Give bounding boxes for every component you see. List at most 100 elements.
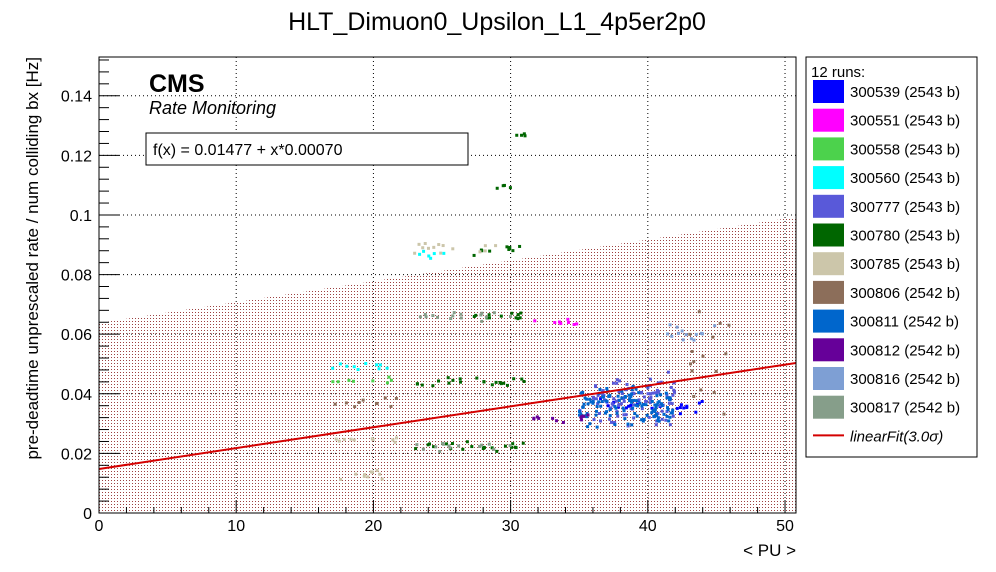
data-point <box>586 402 590 406</box>
y-tick-label: 0 <box>83 506 92 523</box>
data-point <box>635 414 639 418</box>
data-point <box>502 381 506 385</box>
data-point <box>495 449 499 453</box>
data-point <box>387 375 391 379</box>
data-point <box>711 335 715 339</box>
legend-swatch <box>813 252 844 276</box>
data-point <box>644 400 648 404</box>
data-point <box>596 393 600 397</box>
legend-swatch <box>813 166 844 190</box>
data-point <box>370 437 374 441</box>
data-point <box>445 442 449 446</box>
data-point <box>583 396 587 400</box>
data-point <box>689 337 693 341</box>
data-point <box>599 419 603 423</box>
data-point <box>432 445 436 449</box>
x-axis-label: < PU > <box>743 541 796 560</box>
data-point <box>595 425 599 429</box>
data-point <box>666 408 670 412</box>
data-point <box>375 469 379 473</box>
data-point <box>503 444 507 448</box>
data-point <box>415 443 419 447</box>
data-point <box>378 363 382 367</box>
data-point <box>446 376 450 380</box>
data-point <box>417 242 421 246</box>
data-point <box>655 394 659 398</box>
data-point <box>427 254 431 258</box>
data-point <box>620 392 624 396</box>
data-point <box>628 399 632 403</box>
data-point <box>632 416 636 420</box>
data-point <box>608 417 612 421</box>
data-point <box>598 388 602 392</box>
fit-text: f(x) = 0.01477 + x*0.00070 <box>153 142 343 159</box>
data-point <box>344 401 348 405</box>
data-point <box>378 472 382 476</box>
data-point <box>505 245 509 249</box>
data-point <box>638 401 642 405</box>
data-point <box>640 391 644 395</box>
data-point <box>592 396 596 400</box>
data-point <box>637 391 641 395</box>
data-point <box>594 397 598 401</box>
data-point <box>393 440 397 444</box>
y-tick-label: 0.04 <box>61 387 92 404</box>
data-point <box>510 445 514 449</box>
data-point <box>479 313 483 317</box>
data-point <box>351 379 355 383</box>
y-tick-label: 0.1 <box>70 208 92 225</box>
data-point <box>438 449 442 453</box>
data-point <box>624 406 628 410</box>
data-point <box>666 332 670 336</box>
data-point <box>451 378 455 382</box>
data-point <box>622 399 626 403</box>
data-point <box>684 333 688 337</box>
data-point <box>656 416 660 420</box>
data-point <box>616 394 620 398</box>
data-point <box>662 412 666 416</box>
data-point <box>459 316 463 320</box>
data-point <box>437 379 441 383</box>
data-point <box>669 385 673 389</box>
x-tick-label: 10 <box>227 518 245 535</box>
legend-entry-label: 300558 (2543 b) <box>850 141 960 158</box>
data-point <box>615 378 619 382</box>
data-point <box>478 444 482 448</box>
legend-entry-label: 300811 (2542 b) <box>850 314 959 331</box>
legend-swatch <box>813 309 844 333</box>
data-point <box>436 315 440 319</box>
data-point <box>475 376 479 380</box>
data-point <box>499 382 503 386</box>
data-point <box>482 380 486 384</box>
data-point <box>428 442 432 446</box>
data-point <box>483 249 487 253</box>
data-point <box>488 249 492 253</box>
data-point <box>333 402 337 406</box>
data-point <box>338 362 342 366</box>
data-point <box>713 324 717 328</box>
data-point <box>651 391 655 395</box>
data-point <box>620 389 624 393</box>
data-point <box>582 402 586 406</box>
data-point <box>451 247 455 251</box>
data-point <box>437 243 441 247</box>
data-point <box>434 445 438 449</box>
data-point <box>688 332 692 336</box>
data-point <box>650 406 654 410</box>
data-point <box>623 417 627 421</box>
data-point <box>659 380 663 384</box>
data-point <box>615 381 619 385</box>
y-tick-label: 0.08 <box>61 268 92 285</box>
legend-header: 12 runs: <box>811 64 865 81</box>
data-point <box>660 409 664 413</box>
data-point <box>559 322 563 326</box>
data-point <box>566 317 570 321</box>
data-point <box>654 412 658 416</box>
data-point <box>624 413 628 417</box>
data-point <box>451 314 455 318</box>
data-point <box>622 413 626 417</box>
data-point <box>391 438 395 442</box>
data-point <box>667 401 671 405</box>
data-point <box>679 403 683 407</box>
data-point <box>676 331 680 335</box>
